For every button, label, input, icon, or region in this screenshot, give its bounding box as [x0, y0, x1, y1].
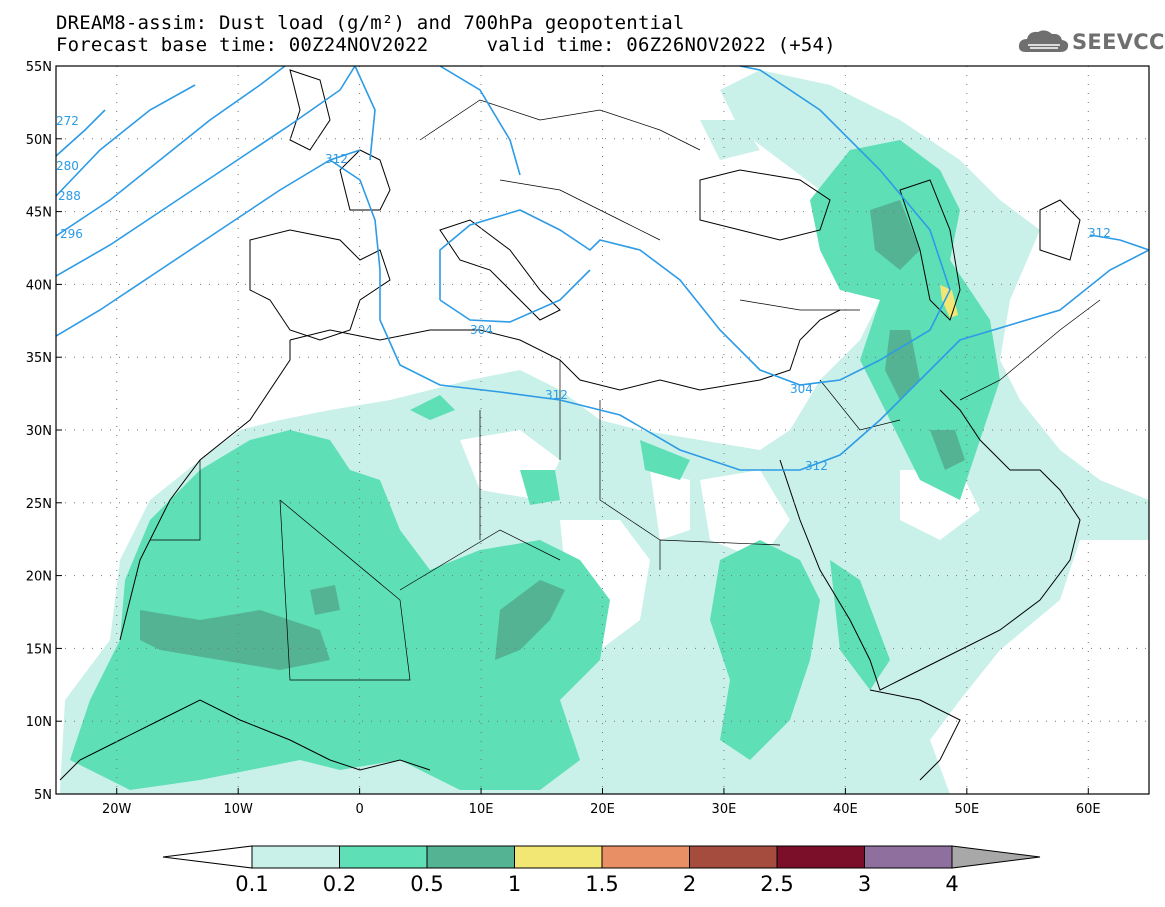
latitude-tick-label: 30N — [26, 424, 52, 439]
colorbar-swatch — [251, 845, 340, 869]
contour-label: 280 — [56, 159, 79, 173]
colorbar-swatch — [339, 845, 428, 869]
colorbar-level-label: 3 — [857, 872, 872, 896]
colorbar-swatch — [689, 845, 778, 869]
longitude-tick-label: 40E — [833, 802, 858, 817]
country-borders — [150, 99, 1101, 681]
colorbar-level-label: 1 — [507, 872, 522, 896]
cloud-icon — [1018, 30, 1069, 52]
seevccc-logo: SEEVCCC — [1016, 24, 1165, 60]
contour-label: 312 — [545, 388, 568, 402]
longitude-tick-label: 60E — [1076, 802, 1101, 817]
colorbar-level-label: 0.5 — [410, 872, 444, 896]
contour-label: 304 — [790, 382, 813, 396]
longitude-tick-label: 10W — [223, 802, 253, 817]
latitude-tick-label: 45N — [26, 206, 52, 221]
forecast-time-subtitle: Forecast base time: 00Z24NOV2022 valid t… — [56, 34, 836, 56]
contour-label: 304 — [470, 323, 493, 337]
latitude-tick-label: 20N — [26, 570, 52, 585]
longitude-tick-label: 10E — [469, 802, 494, 817]
logo-text: SEEVCCC — [1072, 30, 1165, 54]
latitude-tick-label: 5N — [34, 788, 52, 803]
longitude-tick-label: 50E — [954, 802, 979, 817]
latitude-tick-label: 55N — [26, 60, 52, 75]
geopotential-contours — [56, 66, 1149, 471]
colorbar-swatch — [776, 845, 865, 869]
colorbar-swatch — [514, 845, 603, 869]
colorbar-level-label: 0.1 — [235, 872, 269, 896]
latitude-tick-label: 50N — [26, 133, 52, 148]
latitude-tick-label: 40N — [26, 278, 52, 293]
longitude-tick-label: 20W — [102, 802, 132, 817]
colorbar-swatch — [601, 845, 690, 869]
colorbar-swatch — [426, 845, 515, 869]
contour-label: 288 — [58, 189, 81, 203]
longitude-tick-label: 30E — [712, 802, 737, 817]
longitude-tick-label: 20E — [590, 802, 615, 817]
contour-label: 312 — [325, 152, 348, 166]
colorbar-level-label: 4 — [945, 872, 959, 896]
latitude-tick-label: 25N — [26, 497, 52, 512]
colorbar-under-arrow — [162, 845, 253, 869]
colorbar — [162, 845, 1041, 869]
colorbar-level-label: 1.5 — [585, 872, 619, 896]
colorbar-swatch — [864, 845, 953, 869]
dust-shading-dark — [140, 200, 965, 670]
colorbar-over-arrow — [951, 845, 1041, 869]
contour-label: 296 — [60, 227, 83, 241]
map-title: DREAM8-assim: Dust load (g/m²) and 700hP… — [56, 12, 685, 34]
longitude-tick-label: 0 — [355, 802, 363, 817]
contour-label: 312 — [805, 459, 828, 473]
contour-label: 272 — [56, 114, 79, 128]
latitude-tick-label: 35N — [26, 351, 52, 366]
colorbar-level-label: 2.5 — [760, 872, 794, 896]
longitude-axis: 20W 10W 0 10E 20E 30E 40E 50E 60E — [102, 788, 1101, 817]
latitude-tick-label: 15N — [26, 642, 52, 657]
latitude-axis: 55N 50N 45N 40N 35N 30N 25N 20N 15N 10N 5N — [26, 60, 62, 803]
contour-labels: 312 304 312 312 304 312 296 288 280 272 — [56, 114, 1111, 473]
colorbar-level-label: 2 — [682, 872, 697, 896]
latitude-tick-label: 10N — [26, 715, 52, 730]
contour-label: 312 — [1088, 226, 1111, 240]
colorbar-level-label: 0.2 — [322, 872, 357, 896]
